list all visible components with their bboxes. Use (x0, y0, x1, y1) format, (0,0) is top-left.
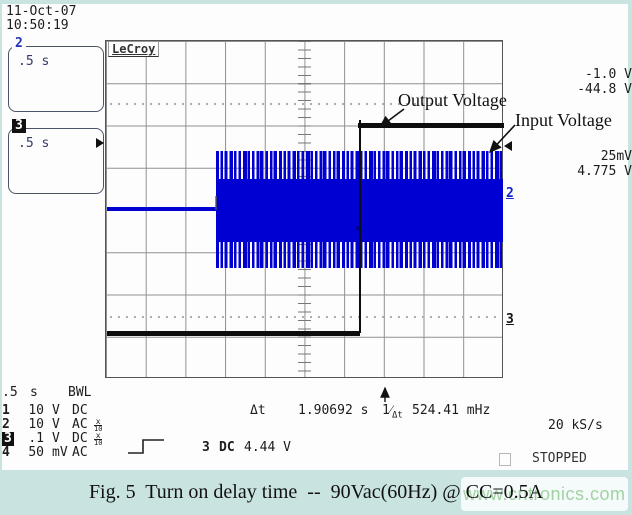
ch1-number: 1 (2, 403, 10, 418)
ch4-scale: 50 (28, 445, 44, 460)
ch4-number: 4 (2, 445, 10, 460)
ch1-coupling: DC (72, 403, 88, 418)
output-trace-step (359, 120, 361, 333)
timebase-unit: s (30, 385, 38, 400)
ch4-unit: mV (52, 445, 68, 460)
ch3-unit: V (52, 431, 60, 446)
ch3-probe-10: 10 (94, 439, 103, 447)
ch3-probe-x10-icon: x 10 (94, 431, 103, 447)
channel-2-timebase: .5 s (18, 54, 50, 69)
channel-2-badge: 2 (12, 37, 26, 51)
watermark-background (461, 477, 628, 511)
ghost-trace-bottom (110, 316, 501, 318)
ch1-unit: V (52, 403, 60, 418)
ch3-number: 3 (2, 431, 14, 446)
delta-t-label: Δt (250, 403, 266, 418)
trigger-coupling: DC (219, 440, 235, 455)
timebase-value: .5 (2, 385, 18, 400)
ch3-probe-x: x (95, 431, 101, 440)
channel-2-value-1: -1.0 V (585, 67, 632, 82)
ac-start-tick (215, 196, 217, 210)
trigger-point-dot (356, 226, 361, 231)
channel-2-settings-box (8, 46, 104, 112)
channel-3-value-2: 4.775 V (577, 164, 632, 179)
ch2-unit: V (52, 417, 60, 432)
ch2-probe-x10-icon: x 10 (94, 417, 103, 433)
ch2-scale: 10 (28, 417, 44, 432)
sample-rate-text: 20 kS/s (548, 418, 603, 433)
ch4-coupling: AC (72, 445, 88, 460)
ghost-trace-top (110, 103, 440, 105)
ch2-probe-x: x (95, 417, 101, 426)
watermark-text: www.cntronics.com (463, 484, 626, 504)
ch2-probe-10: 10 (94, 425, 103, 433)
figure-caption: Fig. 5 Turn on delay time -- 90Vac(60Hz)… (88, 481, 544, 503)
input-voltage-annotation: Input Voltage (515, 110, 612, 130)
right-level-marker-icon (504, 141, 512, 151)
inverse-delta-t-value: 524.41 mHz (412, 403, 491, 418)
inv-dt-numerator: 1⁄ (382, 403, 392, 418)
output-trace-high (358, 123, 504, 128)
acquisition-state-text: STOPPED (532, 451, 587, 466)
channel-3-badge: 3 (12, 119, 26, 133)
date-text: 11-Oct-07 (6, 4, 77, 19)
channel-3-settings-box (8, 128, 104, 194)
ch1-scale: 10 (28, 403, 44, 418)
rising-edge-icon (128, 439, 164, 454)
trace-label-2: 2 (506, 186, 514, 201)
trigger-level: 4.44 V (244, 440, 291, 455)
input-trace-baseline (107, 207, 217, 211)
trigger-source: 3 (202, 440, 210, 455)
ch3-scale: .1 (28, 431, 44, 446)
ch3-coupling: DC (72, 431, 88, 446)
trace-label-3: 3 (506, 312, 514, 327)
channel-3-value-1: 25mV (600, 149, 632, 164)
stopped-square-icon (499, 453, 511, 466)
output-trace-low (107, 331, 360, 336)
bandwidth-limit-label: BWL (68, 385, 92, 400)
ch2-number: 2 (2, 417, 10, 432)
left-trace-marker-icon (96, 138, 104, 148)
channel-2-value-2: -44.8 V (577, 82, 632, 97)
output-voltage-annotation: Output Voltage (398, 90, 507, 110)
delta-t-value: 1.90692 s (298, 403, 369, 418)
lecroy-logo: LeCroy (108, 41, 160, 57)
channel-3-timebase: .5 s (18, 136, 50, 151)
inverse-delta-t-label: 1⁄Δt (382, 404, 403, 423)
time-text: 10:50:19 (6, 18, 69, 33)
ch2-coupling: AC (72, 417, 88, 432)
inv-dt-denominator: Δt (392, 410, 403, 421)
